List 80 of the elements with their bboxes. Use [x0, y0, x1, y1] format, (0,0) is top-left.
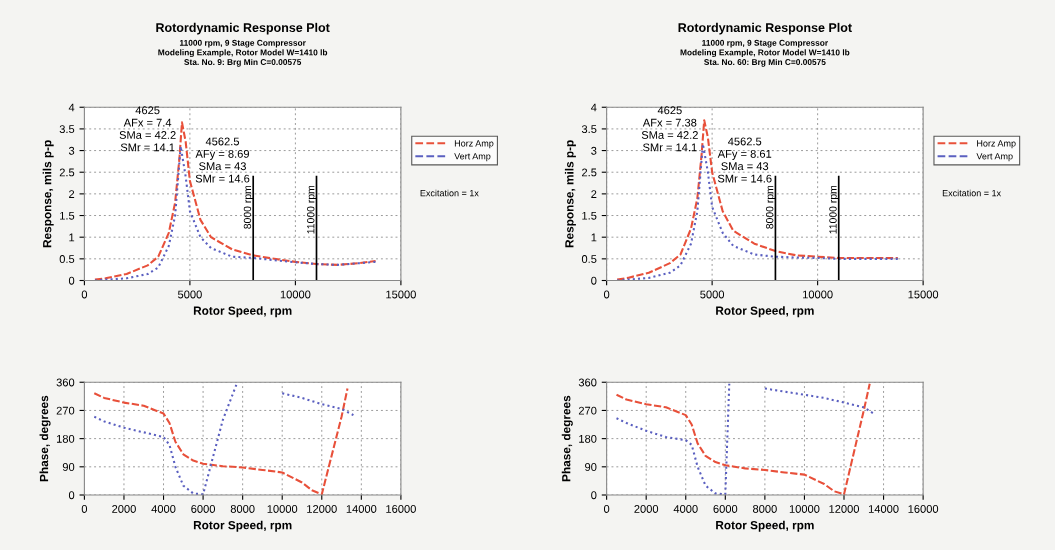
x-tick-label: 14000 [868, 505, 899, 513]
annotation: 4562.5 AFy = 8.69 SMa = 43 SMr = 14.6 [195, 137, 250, 183]
y-tick-label: 90 [585, 463, 597, 471]
legend-label: Horz Amp [977, 140, 1016, 149]
y-tick-label: 360 [578, 378, 597, 387]
x-tick-label: 15000 [386, 290, 416, 299]
x-axis-title: Rotor Speed, rpm [193, 306, 292, 318]
y-tick-label: 0.5 [59, 255, 75, 263]
chart-subtitle: 11000 rpm, 9 Stage Compressor Modeling Example, Rotor Model W=1410 lb Sta. No. 9: Brg Min C=0.00575 [158, 39, 328, 67]
x-tick-label: 0 [603, 505, 610, 513]
y-tick-label: 4 [590, 103, 597, 112]
annotation: 4562.5 AFy = 8.61 SMa = 43 SMr = 14.6 [717, 137, 772, 183]
x-tick-label: 10000 [803, 290, 833, 299]
y-tick-label: 0 [591, 491, 597, 500]
y-axis-title: Response, mils p-p [42, 140, 54, 248]
y-tick-label: 3 [68, 146, 75, 155]
x-tick-label: 2000 [634, 505, 659, 513]
y-tick-label: 0 [68, 276, 75, 285]
x-tick-label: 6000 [191, 505, 216, 513]
x-axis-title: Rotor Speed, rpm [716, 520, 814, 532]
x-tick-label: 4000 [673, 505, 698, 513]
y-tick-label: 3 [591, 146, 597, 155]
legend-label: Horz Amp [454, 140, 494, 149]
x-tick-label: 6000 [713, 505, 738, 513]
y-tick-label: 1 [69, 233, 75, 242]
y-tick-label: 2.5 [582, 168, 597, 177]
y-tick-label: 4 [68, 103, 75, 112]
x-axis-title: Rotor Speed, rpm [716, 306, 814, 318]
y-tick-label: 0 [591, 276, 597, 285]
y-tick-label: 2 [69, 190, 75, 198]
x-tick-label: 10000 [267, 505, 298, 513]
legend-label: Vert Amp [976, 153, 1013, 162]
y-tick-label: 1 [591, 233, 597, 242]
x-tick-label: 10000 [280, 290, 311, 299]
y-axis-title: Response, mils p-p [564, 140, 576, 248]
text: Excitation = 1x [942, 189, 1001, 197]
text: Excitation = 1x [420, 189, 479, 197]
x-tick-label: 16000 [386, 505, 416, 513]
y-tick-label: 0.5 [581, 255, 597, 263]
x-tick-label: 2000 [112, 505, 136, 513]
x-tick-label: 5000 [177, 290, 202, 299]
y-tick-label: 90 [62, 463, 75, 471]
x-tick-label: 12000 [307, 505, 337, 513]
y-tick-label: 360 [56, 378, 75, 387]
y-tick-label: 270 [578, 406, 597, 415]
x-tick-label: 15000 [908, 290, 939, 299]
x-tick-label: 8000 [230, 505, 255, 513]
x-tick-label: 0 [81, 505, 88, 513]
legend-label: Vert Amp [454, 153, 491, 162]
x-tick-label: 12000 [829, 505, 860, 513]
y-tick-label: 1.5 [60, 211, 75, 220]
chart-title: Rotordynamic Response Plot [678, 22, 852, 35]
x-axis-title: Rotor Speed, rpm [193, 520, 292, 532]
annotation: 4625 AFx = 7.38 SMa = 42.2 SMr = 14.1 [641, 106, 698, 152]
x-tick-label: 4000 [151, 505, 176, 513]
y-tick-label: 0 [68, 491, 75, 500]
x-tick-label: 0 [81, 290, 88, 299]
y-tick-label: 180 [56, 434, 75, 443]
ref-line-label: 8000 rpm [765, 185, 776, 229]
y-axis-title: Phase, degrees [39, 395, 51, 482]
y-axis-title: Phase, degrees [561, 395, 573, 482]
ref-line-label: 11000 rpm [307, 185, 317, 234]
chart-title: Rotordynamic Response Plot [156, 22, 330, 35]
y-tick-label: 1.5 [582, 211, 597, 220]
chart-subtitle: 11000 rpm, 9 Stage Compressor Modeling Example, Rotor Model W=1410 lb Sta. No. 60: Brg Min C=0.00575 [680, 39, 850, 67]
ref-line-label: 11000 rpm [829, 185, 839, 234]
x-tick-label: 5000 [700, 290, 725, 299]
x-tick-label: 8000 [753, 505, 777, 513]
y-tick-label: 3.5 [581, 125, 597, 134]
y-tick-label: 180 [579, 434, 597, 443]
y-tick-label: 3.5 [59, 125, 75, 134]
x-tick-label: 14000 [346, 505, 377, 513]
x-tick-label: 10000 [789, 505, 820, 513]
annotation: 4625 AFx = 7.4 SMa = 42.2 SMr = 14.1 [119, 106, 176, 152]
ref-line-label: 8000 rpm [243, 185, 254, 229]
x-tick-label: 16000 [908, 505, 939, 513]
x-tick-label: 0 [603, 290, 610, 299]
y-tick-label: 2 [591, 190, 597, 198]
y-tick-label: 2.5 [59, 168, 75, 177]
y-tick-label: 270 [56, 406, 75, 415]
